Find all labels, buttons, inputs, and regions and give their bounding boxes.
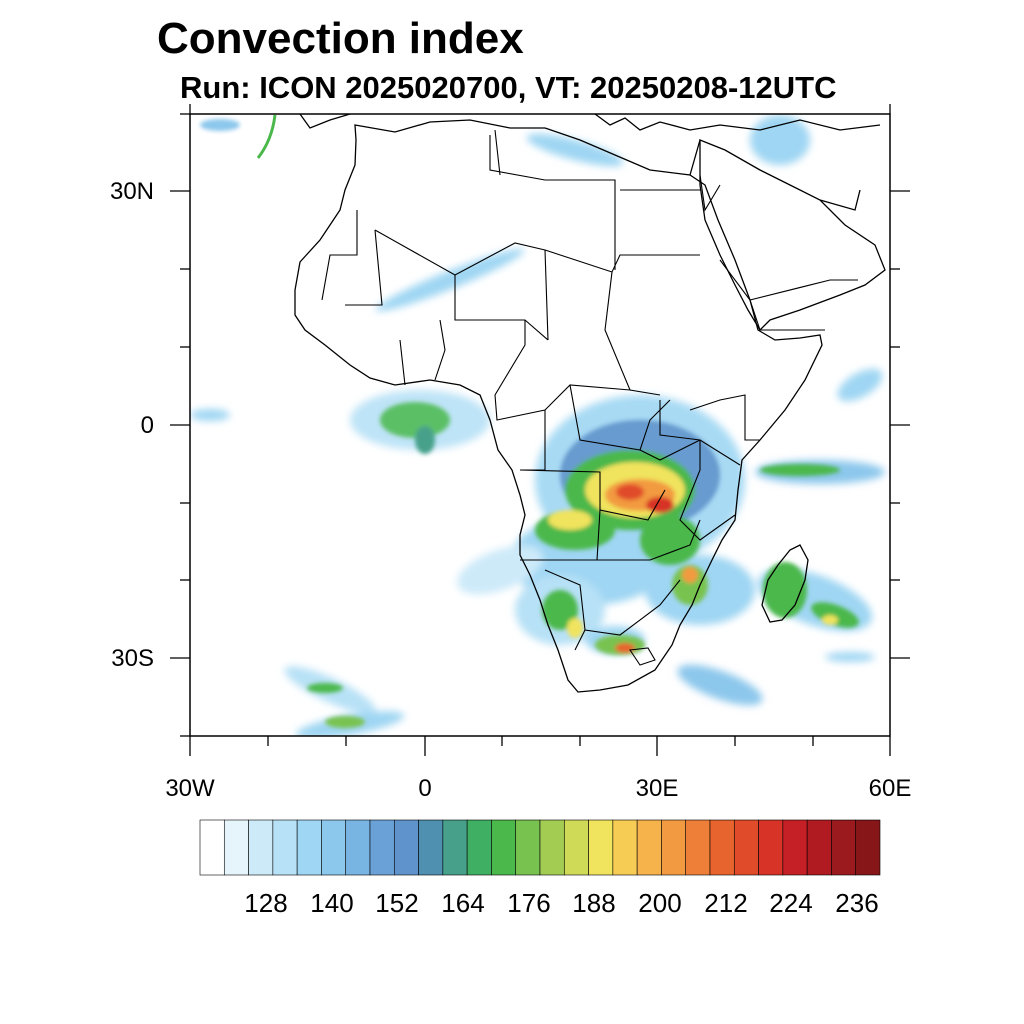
colorbar-label-1: 128 [244, 888, 288, 918]
colorbar-swatch [199, 819, 225, 876]
colorbar-swatch [515, 819, 541, 876]
colorbar-label-6: 188 [572, 888, 616, 918]
colorbar-swatch [685, 819, 711, 876]
colorbar-swatch [636, 819, 662, 876]
colorbar-label-9: 224 [769, 888, 813, 918]
lat-label-0: 0 [140, 412, 154, 439]
colorbar-swatch [321, 819, 347, 876]
colorbar-swatch [248, 819, 274, 876]
lat-label-30s: 30S [111, 645, 154, 672]
colorbar-swatch [855, 819, 881, 876]
colorbar-label-3: 152 [375, 888, 419, 918]
colorbar-swatch [345, 819, 371, 876]
colorbar-label-10: 236 [835, 888, 879, 918]
colorbar-swatch [491, 819, 517, 876]
colorbar-label-4: 164 [441, 888, 485, 918]
axis-ticks [170, 104, 910, 756]
colorbar-swatch [782, 819, 808, 876]
colorbar-swatch [831, 819, 857, 876]
colorbar [199, 819, 881, 876]
colorbar-swatch [369, 819, 395, 876]
lat-label-30n: 30N [109, 178, 154, 205]
colorbar-swatch [442, 819, 468, 876]
colorbar-swatch [661, 819, 687, 876]
lon-label-30e: 30E [635, 775, 679, 802]
colorbar-swatch [223, 819, 249, 876]
colorbar-swatch [806, 819, 832, 876]
lon-label-60e: 60E [868, 775, 912, 802]
colorbar-swatch [393, 819, 419, 876]
map-frame [189, 113, 891, 737]
colorbar-swatch [539, 819, 565, 876]
colorbar-label-7: 200 [638, 888, 682, 918]
map-title: Convection index [157, 14, 524, 63]
colorbar-swatch [733, 819, 759, 876]
colorbar-swatch [272, 819, 298, 876]
colorbar-label-8: 212 [704, 888, 748, 918]
colorbar-swatch [588, 819, 614, 876]
coastlines [294, 114, 886, 693]
convection-field [190, 114, 885, 736]
lon-label-30w: 30W [165, 775, 215, 802]
colorbar-swatch [612, 819, 638, 876]
lon-label-0: 0 [418, 775, 432, 802]
colorbar-label-2: 140 [310, 888, 354, 918]
country-borders [321, 129, 858, 666]
colorbar-swatch [296, 819, 322, 876]
colorbar-swatch [466, 819, 492, 876]
map-subtitle: Run: ICON 2025020700, VT: 20250208-12UTC [180, 70, 837, 105]
colorbar-swatch [758, 819, 784, 876]
colorbar-swatch [418, 819, 444, 876]
colorbar-swatch [563, 819, 589, 876]
colorbar-label-5: 176 [507, 888, 551, 918]
colorbar-swatch [709, 819, 735, 876]
